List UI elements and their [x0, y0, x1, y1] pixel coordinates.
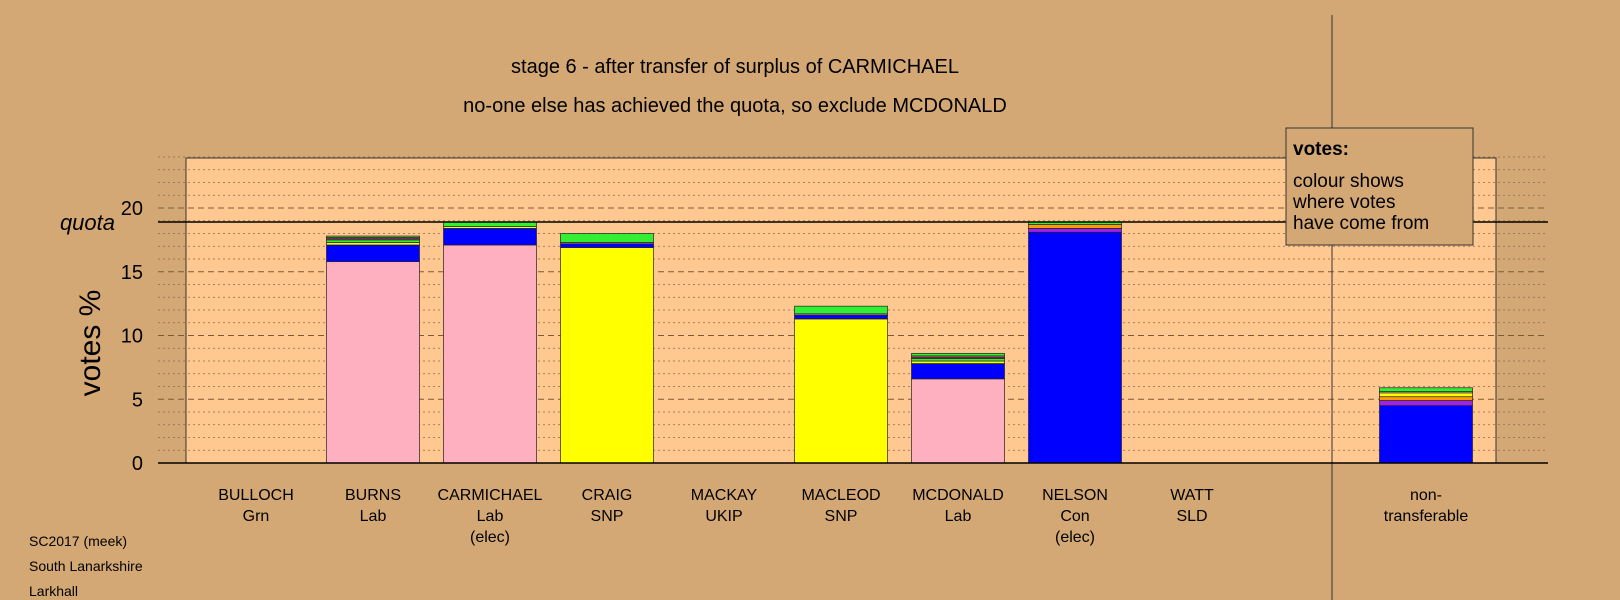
bar-stack — [911, 353, 1005, 464]
bar-segment — [443, 228, 537, 246]
legend: votes: colour shows where votes have com… — [1285, 127, 1474, 246]
bar-segment — [326, 244, 420, 262]
bar-segment — [1379, 400, 1473, 406]
candidate-name: CRAIG — [582, 487, 633, 504]
bar-segment — [1379, 405, 1473, 464]
bar-segment — [1379, 392, 1473, 398]
candidate-party: SNP — [591, 508, 624, 525]
candidate-party: transferable — [1384, 508, 1469, 525]
bar-segment — [911, 358, 1005, 362]
legend-box — [1285, 127, 1474, 246]
candidate-name: NELSON — [1042, 487, 1108, 504]
y-tick-labels: 0 5 10 15 20 — [121, 198, 143, 475]
candidate-name: BULLOCH — [218, 487, 294, 504]
bar-segment — [1028, 224, 1122, 229]
candidate-name: non- — [1410, 487, 1442, 504]
footer-line: South Lanarkshire — [29, 558, 143, 574]
bar-stack — [1379, 387, 1473, 464]
quota-label: quota — [60, 210, 115, 235]
y-tick-label: 0 — [132, 453, 143, 475]
bar-segment — [1379, 396, 1473, 401]
candidate-party: Con — [1060, 508, 1089, 525]
y-tick-label: 20 — [121, 198, 143, 220]
bar-segment — [560, 247, 654, 464]
candidate-name: BURNS — [345, 487, 401, 504]
candidate-party: Lab — [360, 508, 387, 525]
footer-line: SC2017 (meek) — [29, 533, 127, 549]
bar-segment — [443, 244, 537, 464]
candidate-party: SLD — [1176, 508, 1207, 525]
bar-segment — [794, 305, 888, 315]
bar-segment — [911, 363, 1005, 380]
candidate-status: (elec) — [470, 529, 510, 546]
bar-segment — [560, 233, 654, 243]
bars — [326, 221, 1473, 464]
bar-segment — [326, 235, 420, 238]
bar-segment — [1379, 387, 1473, 392]
y-tick-label: 10 — [121, 326, 143, 348]
y-tick-label: 5 — [132, 389, 143, 411]
y-axis-label: votes % — [74, 290, 107, 397]
bar-segment — [911, 378, 1005, 464]
y-tick-label: 15 — [121, 262, 143, 284]
bar-stack — [560, 233, 654, 464]
candidate-name: MCDONALD — [912, 487, 1004, 504]
bar-segment — [794, 318, 888, 464]
bar-stack — [326, 235, 420, 464]
chart-subtitle: no-one else has achieved the quota, so e… — [463, 95, 1007, 117]
candidate-name: MACLEOD — [801, 487, 880, 504]
bar-segment — [1028, 231, 1122, 464]
candidate-party: SNP — [825, 508, 858, 525]
candidate-party: Grn — [243, 508, 270, 525]
footer-line: Larkhall — [29, 583, 78, 599]
bar-segment — [326, 239, 420, 243]
footer: SC2017 (meek) South Lanarkshire Larkhall — [29, 533, 143, 599]
candidate-status: (elec) — [1055, 529, 1095, 546]
legend-title: votes: — [1293, 139, 1349, 160]
candidate-labels: BULLOCH Grn BURNS Lab CARMICHAEL Lab (elec) CRA… — [218, 487, 1468, 546]
candidate-party: Lab — [945, 508, 972, 525]
chart-title: stage 6 - after transfer of surplus of C… — [511, 56, 959, 78]
bar-segment — [326, 242, 420, 246]
bar-stack — [443, 221, 537, 464]
candidate-party: UKIP — [705, 508, 742, 525]
legend-line: where votes — [1292, 192, 1395, 213]
bar-segment — [560, 243, 654, 248]
bar-segment — [1028, 228, 1122, 233]
bar-stack — [1028, 221, 1122, 464]
bar-segment — [911, 353, 1005, 357]
bar-stack — [794, 305, 888, 464]
bar-segment — [911, 360, 1005, 364]
bar-segment — [326, 261, 420, 464]
candidate-name: WATT — [1170, 487, 1214, 504]
legend-line: have come from — [1293, 213, 1429, 234]
bar-segment — [794, 314, 888, 320]
candidate-name: CARMICHAEL — [438, 487, 543, 504]
candidate-party: Lab — [477, 508, 504, 525]
candidate-name: MACKAY — [691, 487, 758, 504]
legend-line: colour shows — [1293, 171, 1404, 192]
